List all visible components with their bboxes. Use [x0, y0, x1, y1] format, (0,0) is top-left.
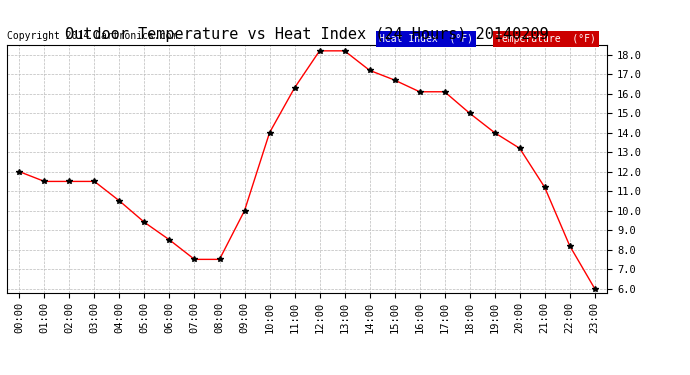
- Text: Temperature  (°F): Temperature (°F): [496, 34, 596, 44]
- Text: Copyright 2014 Cartronics.com: Copyright 2014 Cartronics.com: [7, 32, 177, 41]
- Title: Outdoor Temperature vs Heat Index (24 Hours) 20140209: Outdoor Temperature vs Heat Index (24 Ho…: [66, 27, 549, 42]
- Text: Heat Index  (°F): Heat Index (°F): [379, 34, 473, 44]
